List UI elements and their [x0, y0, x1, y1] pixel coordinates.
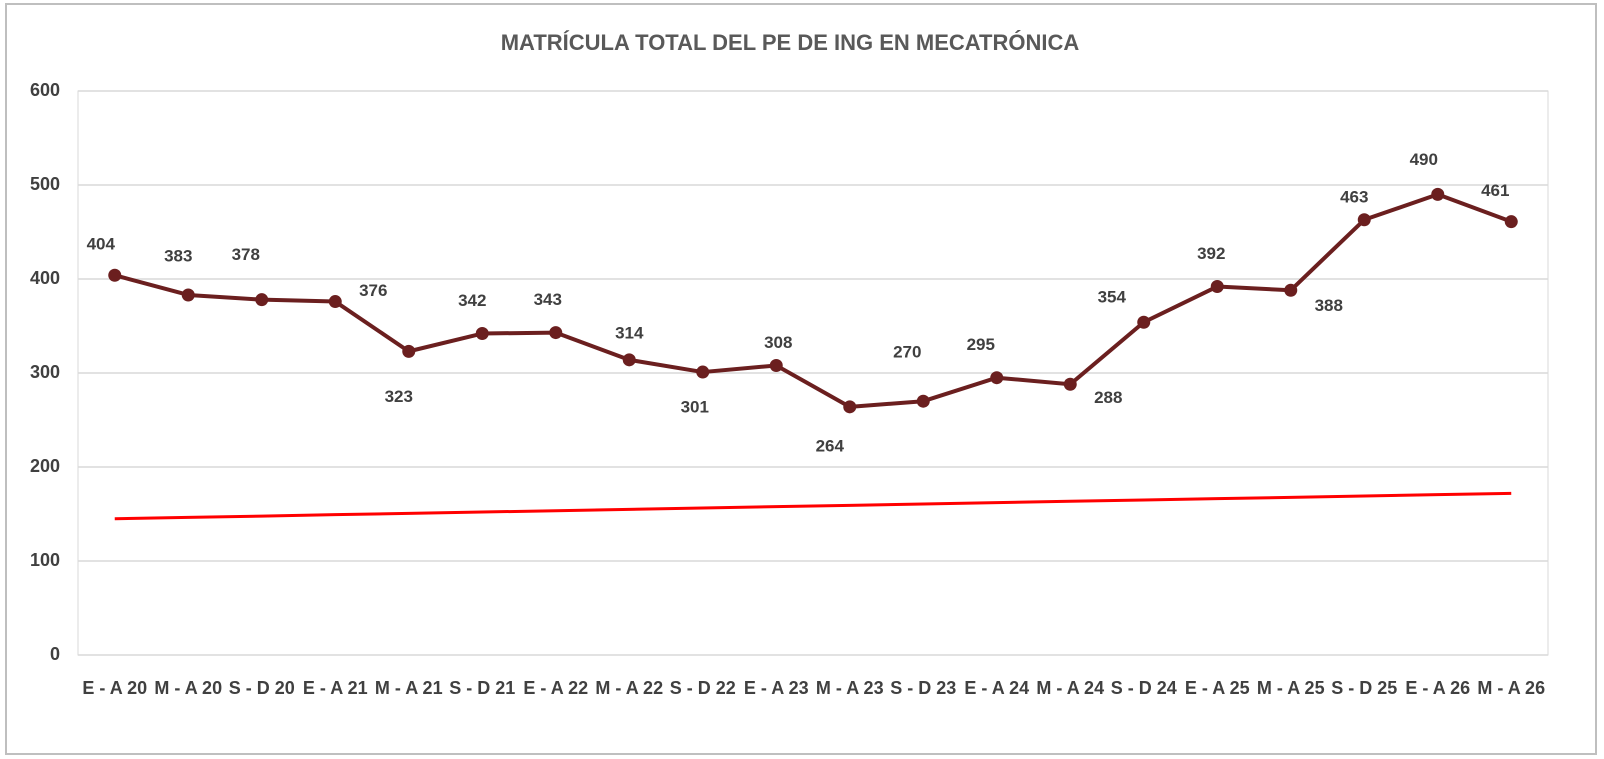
- series-line: [114, 491, 1512, 521]
- x-tick-label: E - A 21: [302, 678, 368, 698]
- x-tick-label: S - D 24: [1110, 678, 1177, 698]
- point: [328, 295, 342, 309]
- data-label: 463: [1340, 187, 1368, 206]
- x-tick-label: M - A 22: [595, 678, 664, 698]
- x-tick-label: M - A 23: [815, 678, 884, 698]
- point: [108, 268, 122, 282]
- point: [1431, 187, 1445, 201]
- point: [622, 353, 636, 367]
- point: [916, 394, 930, 408]
- point: [1504, 215, 1518, 229]
- data-label: 354: [1098, 288, 1127, 307]
- data-label: 388: [1315, 296, 1343, 315]
- point: [1137, 315, 1151, 329]
- x-tick-label: E - A 22: [523, 678, 589, 698]
- x-tick-label: M - A 24: [1036, 678, 1105, 698]
- x-tick-label: M - A 26: [1477, 678, 1546, 698]
- data-label: 323: [385, 387, 413, 406]
- point: [1210, 280, 1224, 294]
- y-tick-label: 200: [30, 456, 60, 476]
- x-tick-label: S - D 25: [1331, 678, 1398, 698]
- point: [549, 326, 563, 340]
- point: [696, 365, 710, 379]
- chart-title: MATRÍCULA TOTAL DEL PE DE ING EN MECATRÓ…: [501, 30, 1080, 55]
- x-tick-label: M - A 21: [374, 678, 443, 698]
- x-tick-label: M - A 25: [1256, 678, 1325, 698]
- x-tick-label: S - D 23: [890, 678, 957, 698]
- point: [769, 358, 783, 372]
- data-label: 378: [232, 245, 260, 264]
- data-label: 343: [534, 290, 562, 309]
- point: [990, 371, 1004, 385]
- x-tick-label: E - A 23: [743, 678, 809, 698]
- y-tick-label: 300: [30, 362, 60, 382]
- point: [1063, 377, 1077, 391]
- point: [843, 400, 857, 414]
- data-label: 264: [816, 436, 845, 455]
- x-tick-label: E - A 26: [1405, 678, 1471, 698]
- y-tick-label: 100: [30, 550, 60, 570]
- point: [181, 288, 195, 302]
- data-label: 270: [893, 343, 921, 362]
- x-tick-label: E - A 20: [82, 678, 148, 698]
- x-tick-label: S - D 21: [449, 678, 516, 698]
- point: [402, 344, 416, 358]
- data-label: 288: [1094, 388, 1122, 407]
- data-label: 392: [1197, 244, 1225, 263]
- data-label: 376: [359, 281, 387, 300]
- x-tick-label: S - D 22: [669, 678, 736, 698]
- x-tick-label: E - A 24: [964, 678, 1030, 698]
- point: [1284, 283, 1298, 297]
- y-tick-label: 0: [50, 644, 60, 664]
- series-line: [114, 192, 1512, 409]
- data-label: 342: [458, 291, 486, 310]
- data-label: 301: [681, 398, 709, 417]
- point: [1357, 213, 1371, 227]
- x-tick-label: S - D 20: [228, 678, 295, 698]
- data-label: 383: [164, 246, 192, 265]
- point: [255, 293, 269, 307]
- data-label: 490: [1410, 150, 1438, 169]
- data-label: 404: [87, 235, 116, 254]
- data-label: 314: [615, 323, 644, 342]
- x-tick-label: M - A 20: [154, 678, 223, 698]
- data-label: 461: [1481, 181, 1509, 200]
- data-label: 295: [967, 335, 995, 354]
- x-tick-label: E - A 25: [1184, 678, 1250, 698]
- y-tick-label: 600: [30, 80, 60, 100]
- y-tick-label: 500: [30, 174, 60, 194]
- data-label: 308: [764, 333, 792, 352]
- point: [475, 327, 489, 341]
- y-tick-label: 400: [30, 268, 60, 288]
